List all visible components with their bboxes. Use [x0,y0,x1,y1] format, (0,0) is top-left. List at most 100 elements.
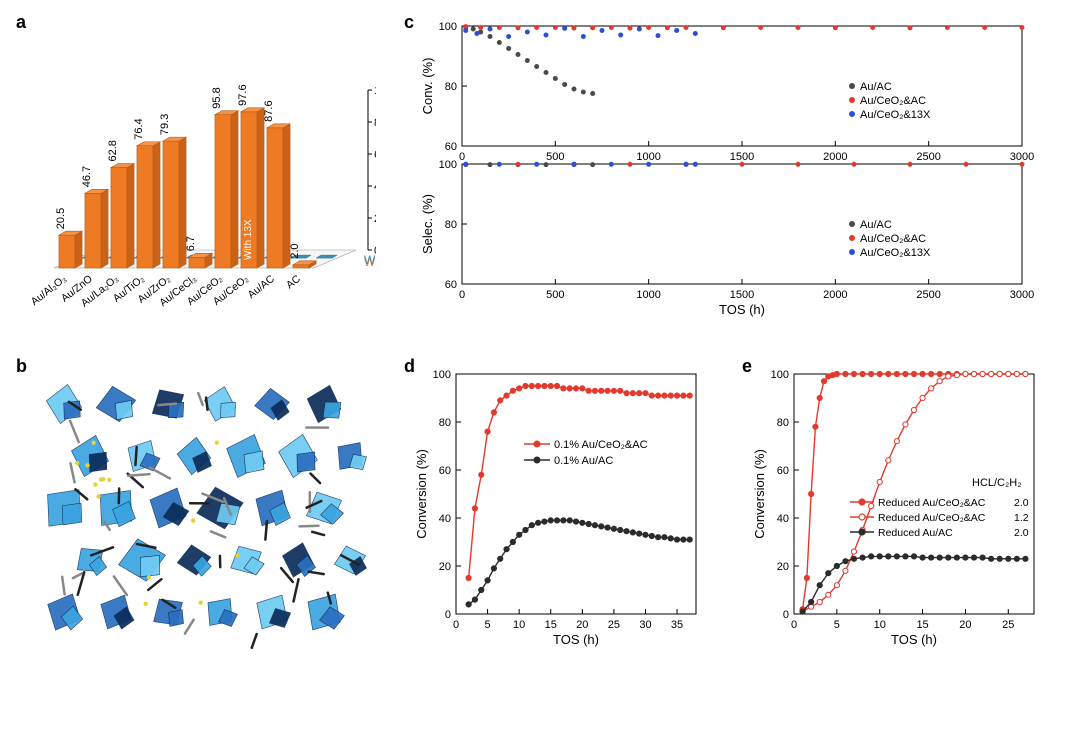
svg-text:10: 10 [874,619,886,631]
svg-text:Au/CeO₂&13X: Au/CeO₂&13X [860,109,931,121]
svg-text:Au/Al₂O₃: Au/Al₂O₃ [29,273,69,308]
panel-b: b [16,356,376,666]
svg-text:1000: 1000 [636,151,660,163]
panel-c-label: c [404,12,414,33]
svg-text:20: 20 [777,561,789,573]
svg-text:Au/CeO₂&AC: Au/CeO₂&AC [860,233,926,245]
svg-text:Without AC: Without AC [364,253,376,267]
svg-text:60: 60 [445,141,457,153]
svg-text:100: 100 [433,369,451,381]
svg-text:Reduced Au/CeO₂&AC: Reduced Au/CeO₂&AC [878,497,986,509]
panel-a: a 020406080100Conversion (%)20.546.762.8… [16,12,376,342]
svg-text:Selec. (%): Selec. (%) [420,194,435,254]
svg-text:20.5: 20.5 [55,208,67,229]
svg-text:20: 20 [959,619,971,631]
svg-text:Au/CeO₂&AC: Au/CeO₂&AC [860,95,926,107]
svg-text:25: 25 [1002,619,1014,631]
svg-text:AC: AC [284,273,303,292]
svg-text:97.6: 97.6 [237,84,249,105]
svg-text:2500: 2500 [916,289,940,301]
svg-text:100: 100 [771,369,789,381]
tos-conversion-chart-d: 0 5 10 15 20 25 30 35 0 20 40 60 80 100 TOS (h) Convers… [404,356,714,666]
svg-text:60: 60 [777,465,789,477]
svg-text:95.8: 95.8 [211,87,223,108]
panel-e: e 0510152025020406080100TOS (h)Conversio… [742,356,1052,666]
svg-text:80: 80 [374,117,376,129]
svg-text:0: 0 [453,619,459,631]
svg-text:0.1% Au/CeO₂&AC: 0.1% Au/CeO₂&AC [554,439,648,451]
svg-text:60: 60 [445,279,457,291]
svg-text:60: 60 [439,465,451,477]
svg-text:0.1% Au/AC: 0.1% Au/AC [554,455,613,467]
svg-text:2.0: 2.0 [289,244,301,259]
svg-text:80: 80 [439,417,451,429]
svg-text:40: 40 [439,513,451,525]
svg-text:76.4: 76.4 [133,118,145,139]
svg-text:10: 10 [513,619,525,631]
svg-text:40: 40 [374,181,376,193]
svg-text:100: 100 [439,159,457,171]
svg-text:1.2: 1.2 [1014,512,1029,524]
svg-text:35: 35 [671,619,683,631]
panel-a-label: a [16,12,26,33]
svg-text:Conversion (%): Conversion (%) [414,449,429,539]
svg-text:60: 60 [374,149,376,161]
svg-text:15: 15 [545,619,557,631]
svg-text:80: 80 [445,81,457,93]
svg-text:0: 0 [791,619,797,631]
svg-text:Au/AC: Au/AC [860,81,892,93]
svg-text:20: 20 [576,619,588,631]
bar3d-chart: 020406080100Conversion (%)20.546.762.876… [16,12,376,342]
svg-text:79.3: 79.3 [159,114,171,135]
panel-d-label: d [404,356,415,377]
panel-b-label: b [16,356,27,377]
svg-text:HCL/C₂H₂: HCL/C₂H₂ [972,477,1022,489]
svg-text:0: 0 [459,289,465,301]
svg-text:TOS (h): TOS (h) [719,302,765,317]
svg-text:0: 0 [783,609,789,621]
panel-e-label: e [742,356,752,377]
svg-text:Conversion (%): Conversion (%) [752,449,767,539]
svg-text:With 13X: With 13X [243,219,254,260]
svg-text:30: 30 [639,619,651,631]
svg-text:80: 80 [777,417,789,429]
zeolite-structure-image [16,356,376,666]
svg-text:46.7: 46.7 [81,166,93,187]
svg-text:Au/CeO₂&13X: Au/CeO₂&13X [860,247,931,259]
svg-text:TOS (h): TOS (h) [553,632,599,647]
svg-text:500: 500 [546,151,564,163]
panel-c: c 0500100015002000250030006080100Conv. (… [404,12,1052,342]
svg-text:6.7: 6.7 [185,236,197,251]
svg-text:0: 0 [445,609,451,621]
svg-text:1500: 1500 [730,151,754,163]
svg-text:Au/AC: Au/AC [246,273,278,301]
svg-text:Au/AC: Au/AC [860,219,892,231]
svg-text:1000: 1000 [636,289,660,301]
svg-text:3000: 3000 [1010,289,1034,301]
svg-text:20: 20 [374,213,376,225]
svg-text:2000: 2000 [823,289,847,301]
svg-text:40: 40 [777,513,789,525]
svg-text:62.8: 62.8 [107,140,119,161]
svg-text:2000: 2000 [823,151,847,163]
svg-text:TOS (h): TOS (h) [891,632,937,647]
svg-text:Conv. (%): Conv. (%) [420,58,435,115]
svg-text:3000: 3000 [1010,151,1034,163]
tos-conversion-chart-e: 0510152025020406080100TOS (h)Conversion … [742,356,1052,666]
svg-text:0: 0 [459,151,465,163]
svg-text:500: 500 [546,289,564,301]
svg-text:Reduced Au/CeO₂&AC: Reduced Au/CeO₂&AC [878,512,986,524]
svg-text:25: 25 [608,619,620,631]
panel-d: d 0 5 10 15 20 25 30 35 0 20 40 60 80 100 TOS (h) Conve… [404,356,714,666]
svg-text:Reduced Au/AC: Reduced Au/AC [878,527,953,539]
svg-text:87.6: 87.6 [263,100,275,121]
svg-text:100: 100 [439,21,457,33]
tos-long-scatter-chart: 0500100015002000250030006080100Conv. (%)… [404,12,1044,342]
svg-text:5: 5 [485,619,491,631]
svg-text:20: 20 [439,561,451,573]
svg-text:2.0: 2.0 [1014,497,1029,509]
svg-text:80: 80 [445,219,457,231]
svg-text:1500: 1500 [730,289,754,301]
svg-text:2500: 2500 [916,151,940,163]
svg-text:5: 5 [834,619,840,631]
